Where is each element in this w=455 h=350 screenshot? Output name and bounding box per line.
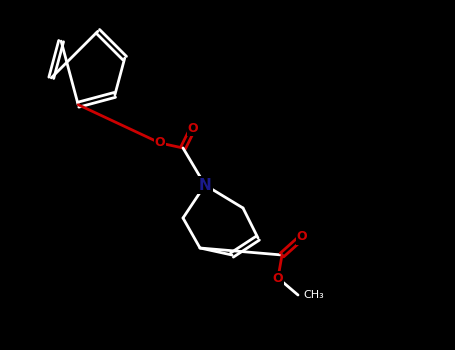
Text: O: O bbox=[273, 272, 283, 285]
Text: O: O bbox=[297, 231, 307, 244]
Text: O: O bbox=[187, 121, 198, 134]
Text: CH₃: CH₃ bbox=[303, 290, 324, 300]
Text: N: N bbox=[199, 177, 212, 192]
Text: O: O bbox=[155, 136, 165, 149]
